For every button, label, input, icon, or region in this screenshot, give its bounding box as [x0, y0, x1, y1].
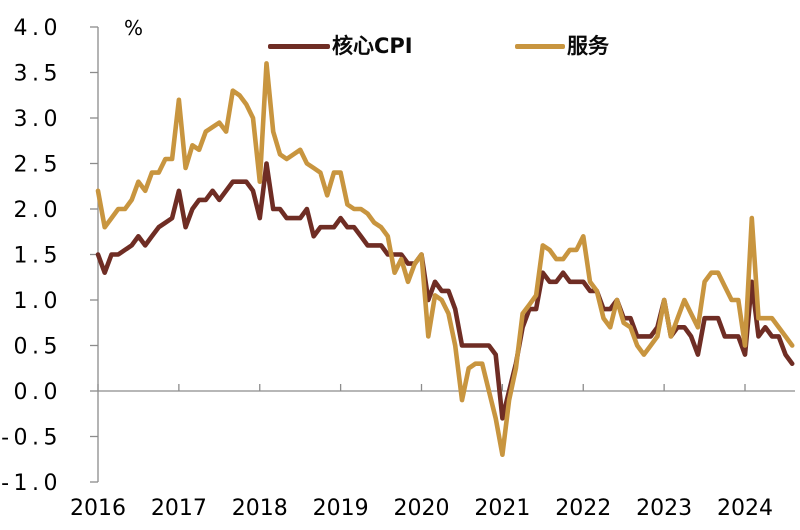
y-tick-label: 2.5	[14, 153, 63, 178]
legend-item-services: 服务	[515, 33, 609, 58]
x-tick-label: 2021	[474, 496, 530, 521]
y-axis-unit-label: %	[124, 16, 144, 40]
x-tick-label: 2019	[313, 496, 369, 521]
x-tick-label: 2017	[151, 496, 207, 521]
y-tick-label: -1.0	[1, 471, 62, 496]
y-tick-label: 0.5	[14, 335, 63, 360]
legend-swatch-services	[515, 43, 565, 49]
x-tick-label: 2023	[636, 496, 692, 521]
legend-swatch-core-cpi	[268, 43, 330, 49]
x-tick-label: 2022	[555, 496, 611, 521]
x-tick-label: 2016	[70, 496, 126, 521]
core-cpi-line	[95, 161, 795, 421]
y-tick-label: 0.0	[14, 380, 63, 405]
y-tick-label: 3.0	[14, 107, 63, 132]
legend-label-services: 服务	[567, 33, 609, 58]
services-line	[95, 61, 795, 458]
x-tick-label: 2020	[394, 496, 450, 521]
y-tick-label: -0.5	[1, 426, 62, 451]
x-tick-label: 2024	[717, 496, 773, 521]
y-tick-label: 2.0	[14, 198, 63, 223]
y-tick-label: 1.0	[14, 289, 63, 314]
legend-label-core-cpi: 核心CPI	[332, 33, 413, 58]
legend-item-core-cpi: 核心CPI	[268, 33, 413, 58]
x-tick-label: 2018	[232, 496, 288, 521]
y-tick-label: 3.5	[14, 62, 63, 87]
y-tick-label: 4.0	[14, 16, 63, 41]
y-tick-label: 1.5	[14, 244, 63, 269]
